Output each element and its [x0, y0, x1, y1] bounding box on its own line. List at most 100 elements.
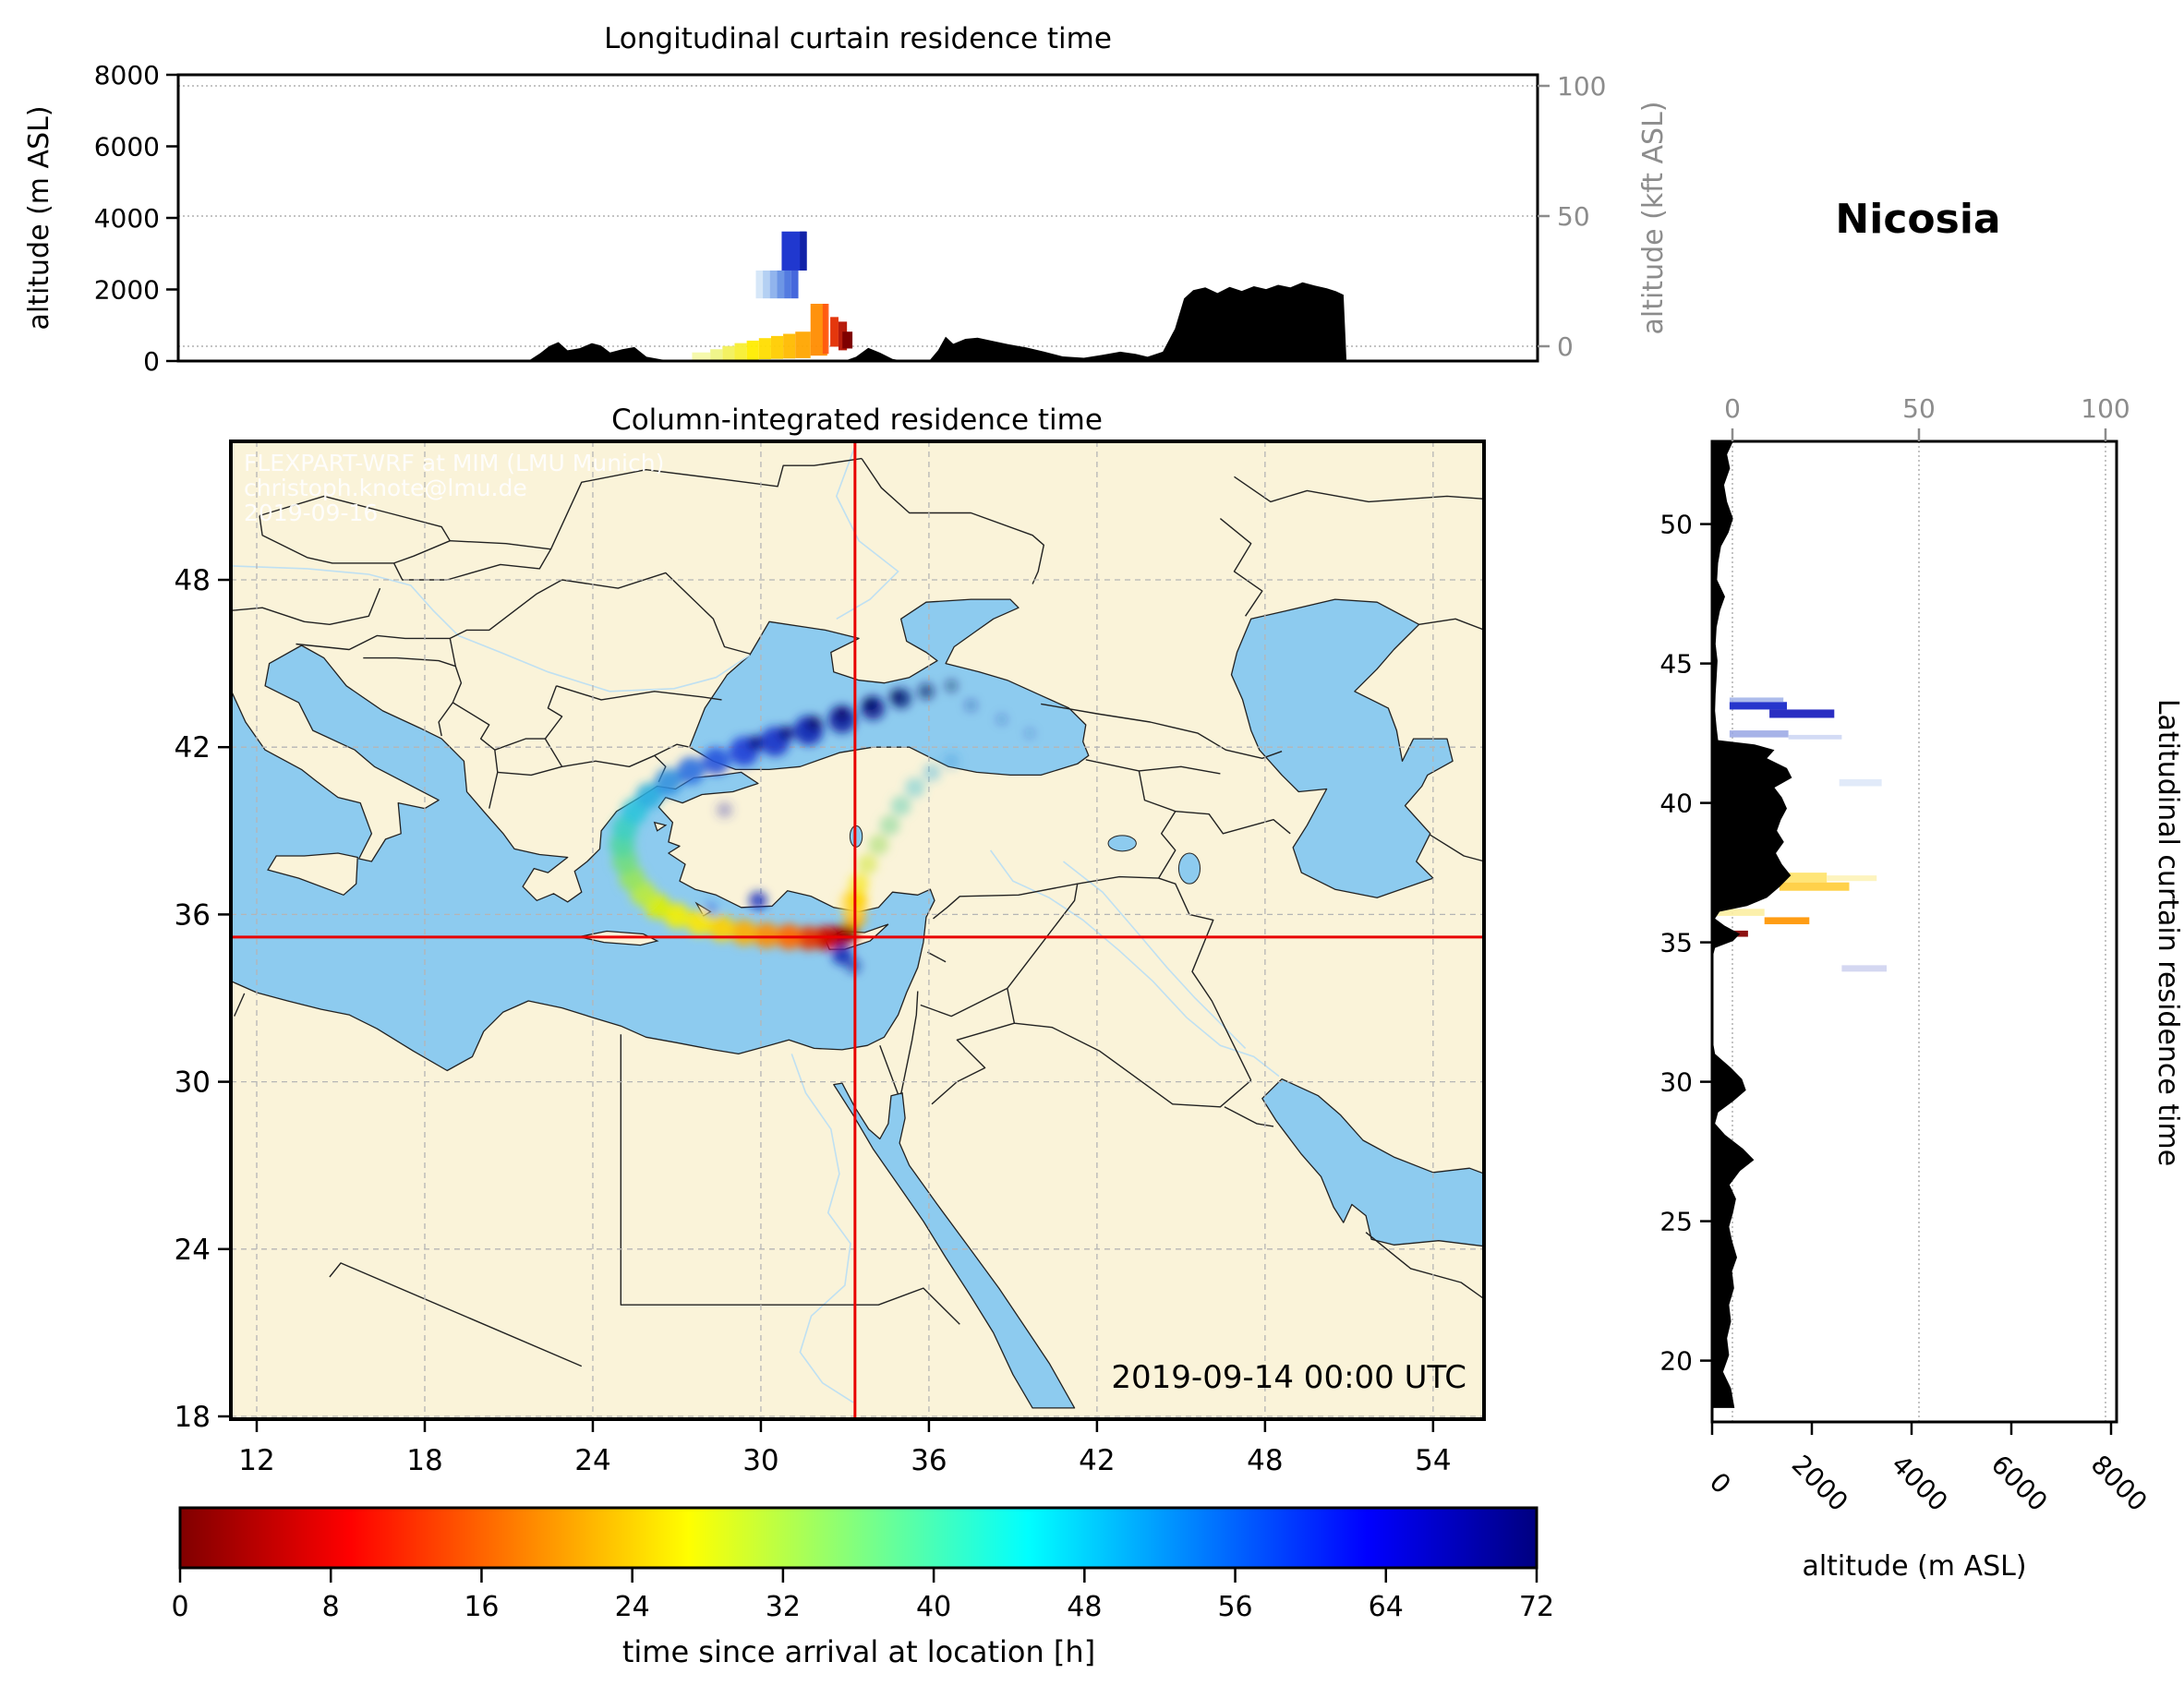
plume-point [846, 958, 862, 974]
top-axis-tick-label: 0 [143, 346, 160, 377]
residence-patch [1769, 709, 1835, 718]
map-frame [229, 440, 1486, 1421]
residence-patch [769, 270, 778, 299]
plume-point [995, 714, 1008, 725]
kft-axis-tick-label: 50 [1557, 201, 1590, 232]
plume-point [835, 706, 849, 720]
country-border [1219, 518, 1263, 617]
country-border [561, 572, 750, 655]
country-border [1365, 1232, 1484, 1300]
attribution-line-3: 2019-09-16 [244, 500, 378, 526]
country-border [1085, 759, 1221, 775]
map-lat-tick-label: 36 [175, 898, 211, 932]
plume-point [635, 783, 662, 810]
colorbar-gradient [178, 1506, 1538, 1570]
map-lat-tick-label: 42 [175, 731, 211, 765]
plume-point [703, 901, 718, 917]
country-border [931, 1022, 1015, 1105]
plume-point [879, 814, 900, 836]
right-panel-frame [1710, 440, 2118, 1424]
right-panel-xlabel: altitude (m ASL) [1802, 1550, 2026, 1583]
plume-point [889, 690, 901, 702]
plume-point [748, 891, 767, 910]
country-border [392, 540, 552, 581]
residence-patch [1729, 697, 1784, 703]
right-alt-tick-label: 8000 [2085, 1449, 2154, 1517]
top-axis-tick-label: 6000 [94, 132, 160, 163]
country-border [363, 656, 463, 737]
island [267, 852, 358, 897]
map-lat-tick-label: 30 [175, 1066, 211, 1100]
plume-point [945, 679, 959, 692]
river [1063, 861, 1247, 1049]
plume-point [943, 753, 960, 770]
residence-patch [763, 270, 770, 299]
map-lon-tick-label: 36 [911, 1444, 947, 1477]
map-lon-tick-label: 48 [1247, 1444, 1283, 1477]
country-border [452, 702, 499, 809]
plume-point [922, 763, 941, 782]
plume-point [663, 902, 690, 929]
right-alt-tick-label: 2000 [1786, 1449, 1854, 1517]
river [231, 565, 751, 692]
right-lat-tick-label: 20 [1659, 1346, 1693, 1377]
country-border [1224, 1106, 1274, 1127]
country-border [654, 743, 690, 756]
residence-patch [784, 270, 791, 299]
map-title: Column-integrated residence time [611, 403, 1103, 437]
residence-patch [692, 352, 711, 361]
colorbar-tick-label: 0 [171, 1591, 188, 1623]
right-lat-tick-label: 35 [1659, 928, 1693, 958]
country-border [1175, 811, 1291, 835]
right-lat-tick-label: 25 [1659, 1207, 1693, 1237]
residence-patch [777, 270, 785, 299]
country-border [1041, 703, 1283, 759]
residence-patch [1779, 882, 1850, 891]
residence-patch [1715, 909, 1765, 916]
plume-point [754, 922, 780, 949]
plume-point [863, 697, 877, 711]
latitudinal-curtain-panel [1710, 440, 2118, 1424]
right-lat-tick-label: 45 [1659, 649, 1693, 680]
right-top-tick-label: 50 [1902, 393, 1936, 424]
plume-point [778, 726, 794, 741]
country-border [1418, 618, 1484, 631]
residence-patch [770, 335, 784, 359]
plume-point [730, 920, 757, 946]
residence-patch [755, 270, 764, 299]
attribution-line-2: christoph.knote@lmu.de [244, 475, 527, 501]
plume-point [806, 716, 822, 731]
right-lat-tick-label: 40 [1659, 789, 1693, 819]
colorbar-tick-label: 8 [322, 1591, 340, 1623]
top-axis-tick-label: 2000 [94, 275, 160, 306]
colorbar-tick-label: 24 [615, 1591, 650, 1623]
plume-point [654, 767, 682, 796]
country-border [1007, 884, 1079, 989]
river [790, 1054, 854, 1403]
river [835, 442, 899, 620]
kft-axis-tick-label: 100 [1557, 71, 1606, 102]
map-lon-tick-label: 54 [1415, 1444, 1451, 1477]
top-panel-ylabel-right: altitude (kft ASL) [1637, 101, 1670, 334]
plume-point [917, 682, 935, 700]
residence-patch [790, 270, 799, 299]
plume-point [831, 945, 852, 966]
sea-red_sea [833, 1082, 1076, 1409]
terrain-profile [1712, 441, 1792, 1408]
residence-patch [722, 345, 735, 361]
plume-point [964, 698, 978, 712]
country-border [861, 458, 1044, 584]
colorbar-tick-label: 16 [464, 1591, 499, 1623]
map-lon-tick-label: 12 [238, 1444, 274, 1477]
map-datetime-label: 2019-09-14 00:00 UTC [1111, 1359, 1466, 1396]
right-lat-tick-label: 50 [1659, 510, 1693, 540]
residence-patch [1764, 917, 1810, 924]
top-axis-tick-label: 8000 [94, 60, 160, 90]
plume-point [677, 756, 706, 785]
country-border [234, 993, 246, 1017]
top-panel-content [178, 85, 1538, 361]
colorbar-tick-label: 64 [1369, 1591, 1404, 1623]
plume-point [708, 915, 735, 942]
longitudinal-curtain-panel [176, 73, 1539, 363]
